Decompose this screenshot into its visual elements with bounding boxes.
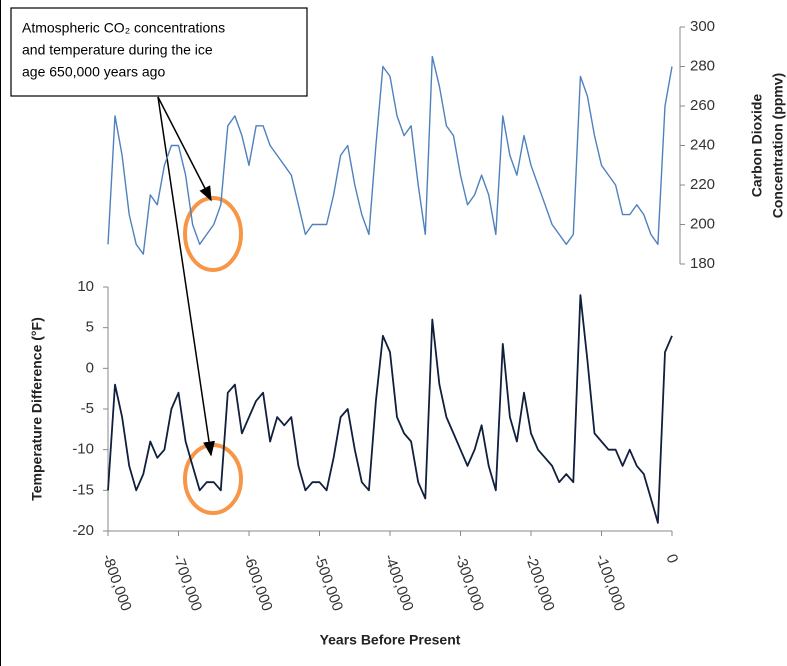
- y-tick-label: -10: [72, 441, 94, 458]
- y-tick-label: -20: [72, 522, 94, 539]
- y2-tick-label: 200: [690, 215, 715, 232]
- y-axis-label: Temperature Difference (°F): [29, 317, 45, 501]
- y2-axis-label: Concentration (ppmv): [770, 73, 786, 218]
- arrow: [157, 96, 212, 202]
- x-axis-label: Years Before Present: [320, 632, 461, 648]
- y2-axis-label: Carbon Dioxide: [749, 94, 765, 198]
- y2-tick-label: 300: [690, 18, 715, 35]
- y-tick-label: -15: [72, 481, 94, 498]
- data-line: [107, 294, 673, 524]
- annotation-line: age 650,000 years ago: [22, 64, 165, 80]
- y-tick-label: 10: [77, 278, 94, 295]
- y2-tick-label: 220: [690, 176, 715, 193]
- data-line: [107, 55, 673, 255]
- y2-tick-label: 180: [690, 255, 715, 272]
- highlight-circle: [183, 196, 243, 272]
- y-tick-label: 0: [86, 359, 94, 376]
- annotation: Atmospheric CO₂ concentrations and temper…: [22, 20, 225, 80]
- annotation-line: Atmospheric CO₂ concentrations: [22, 20, 225, 36]
- y-tick-label: -5: [81, 400, 94, 417]
- annotation-box: [10, 7, 308, 97]
- y2-tick-label: 240: [690, 136, 715, 153]
- y2-tick-label: 260: [690, 97, 715, 114]
- y2-tick-label: 280: [690, 57, 715, 74]
- y-tick-label: 5: [86, 319, 94, 336]
- annotation-line: and temperature during the ice: [22, 42, 213, 58]
